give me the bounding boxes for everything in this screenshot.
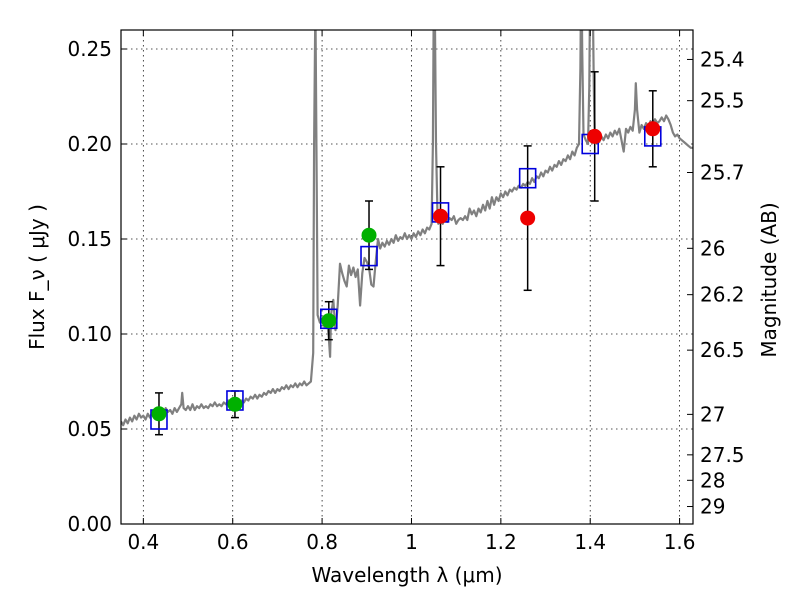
y-tick-label: 0.25 bbox=[67, 37, 112, 61]
red-data-point bbox=[587, 128, 603, 144]
red-data-point bbox=[520, 210, 536, 226]
green-data-point bbox=[151, 406, 167, 422]
right-tick-label: 27.5 bbox=[700, 443, 745, 467]
green-data-point bbox=[321, 313, 337, 329]
red-data-point bbox=[433, 208, 449, 224]
model-box bbox=[360, 245, 378, 267]
right-tick-label: 29 bbox=[700, 495, 725, 519]
right-tick-label: 26 bbox=[700, 236, 725, 260]
x-tick-label: 0.4 bbox=[127, 530, 159, 554]
model-box bbox=[518, 167, 537, 189]
model-box bbox=[319, 308, 338, 330]
red-data-point bbox=[645, 121, 661, 137]
right-axis-label: Magnitude (AB) bbox=[757, 202, 781, 357]
x-axis-label: Wavelength λ (μm) bbox=[311, 563, 502, 587]
right-tick-label: 28 bbox=[700, 468, 725, 492]
right-tick-label: 25.5 bbox=[700, 89, 745, 113]
x-tick-label: 1.4 bbox=[574, 530, 606, 554]
y-axis-label: Flux F_ν ( μJy ) bbox=[25, 204, 49, 350]
x-tick-label: 0.8 bbox=[306, 530, 338, 554]
x-tick-label: 1 bbox=[405, 530, 418, 554]
right-tick-label: 25.7 bbox=[700, 161, 745, 185]
plot-frame bbox=[120, 29, 694, 525]
right-tick-label: 26.5 bbox=[700, 338, 745, 362]
y-tick-label: 0.20 bbox=[67, 132, 112, 156]
plot-background bbox=[121, 30, 693, 524]
green-data-point bbox=[227, 396, 243, 412]
y-tick-label: 0.05 bbox=[67, 417, 112, 441]
x-tick-label: 1.2 bbox=[485, 530, 517, 554]
right-tick-label: 25.4 bbox=[700, 47, 745, 71]
y-tick-label: 0.00 bbox=[67, 512, 112, 536]
right-tick-label: 26.2 bbox=[700, 283, 745, 307]
green-data-point bbox=[361, 227, 377, 243]
y-tick-label: 0.10 bbox=[67, 322, 112, 346]
right-tick-label: 27 bbox=[700, 402, 725, 426]
x-tick-label: 0.6 bbox=[217, 530, 249, 554]
data-layer bbox=[121, 30, 693, 436]
y-tick-label: 0.15 bbox=[67, 227, 112, 251]
tick-layer: 0.4 0.6 0.8 1 1.2 1.4 1.6 0.00 0.05 0.10 0.15 0.20 0… bbox=[67, 30, 745, 554]
x-tick-label: 1.6 bbox=[664, 530, 696, 554]
